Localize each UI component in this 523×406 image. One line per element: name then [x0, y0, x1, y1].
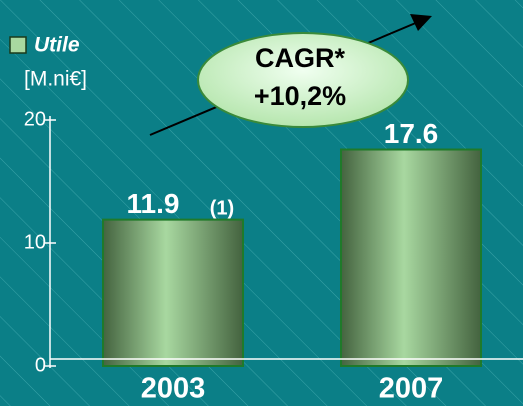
cagr-value: +10,2% [254, 81, 346, 111]
value-label: 17.6 [384, 118, 439, 149]
cagr-bubble [197, 32, 409, 128]
y-tick-label: 0 [35, 354, 46, 376]
legend-label: Utile [34, 34, 80, 57]
cagr-label: CAGR* [255, 43, 345, 73]
value-label: 11.9 [127, 188, 180, 219]
bar [102, 218, 244, 367]
legend-swatch [9, 36, 27, 54]
y-tick-label: 20 [24, 108, 46, 130]
footnote-marker: (1) [210, 197, 234, 219]
bar [340, 148, 482, 367]
x-tick-label: 2003 [141, 373, 206, 405]
arrow-head [410, 14, 432, 31]
x-tick-label: 2007 [379, 373, 444, 405]
y-axis-label: [M.ni€] [24, 68, 87, 91]
y-tick-label: 10 [24, 231, 46, 253]
